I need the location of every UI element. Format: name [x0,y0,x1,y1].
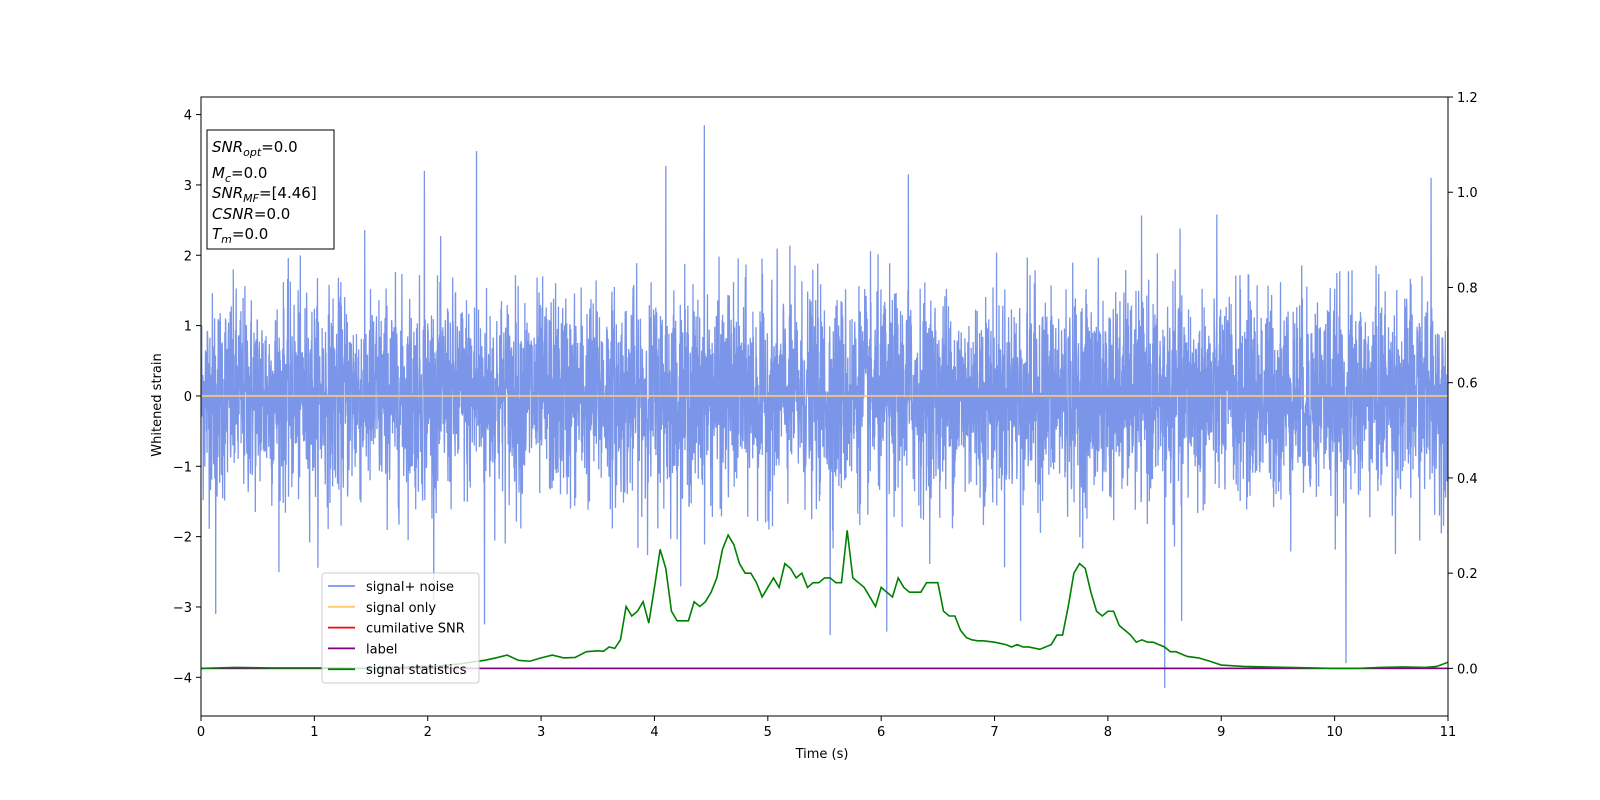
y2-tick-label: 0.0 [1457,662,1478,677]
info-box-frame [206,129,335,250]
x-axis-label: Time (s) [795,747,849,762]
y-tick-label: −3 [173,601,192,616]
y-tick-label: −1 [173,460,192,475]
y-axis-right: 0.0 0.2 0.4 0.6 0.8 1.0 1.2 [1448,91,1478,677]
y2-tick-label: 1.0 [1457,186,1478,201]
y2-tick-label: 0.4 [1457,472,1478,487]
legend: signal+ noise signal only cumilative SNR la… [321,572,480,684]
y2-tick-label: 0.8 [1457,281,1478,296]
legend-label: label [366,642,397,657]
x-tick-label: 3 [537,725,545,740]
x-tick-label: 7 [990,725,998,740]
legend-label: signal+ noise [366,580,454,595]
x-tick-label: 6 [877,725,885,740]
axes-frame [200,96,1449,717]
y-tick-label: 2 [184,249,192,264]
series-signal-noise [201,125,1448,688]
y2-tick-label: 0.2 [1457,567,1478,582]
y-axis-label: Whitened strain [150,353,165,456]
legend-label: cumilative SNR [366,622,465,637]
legend-label: signal statistics [366,663,467,678]
x-tick-label: 1 [310,725,318,740]
info-box-line: Mc=0.0 [212,164,267,185]
x-tick-label: 9 [1217,725,1225,740]
legend-label: signal only [366,601,436,616]
y2-tick-label: 0.6 [1457,377,1478,392]
x-tick-label: 11 [1440,725,1457,740]
info-box-line: Tm=0.0 [212,225,268,246]
x-tick-label: 4 [650,725,658,740]
y2-tick-label: 1.2 [1457,91,1478,106]
info-box-line: CSNR=0.0 [212,205,290,223]
y-tick-label: 0 [184,390,192,405]
x-tick-label: 0 [197,725,205,740]
x-tick-label: 5 [764,725,772,740]
series-signal-statistics [201,530,1448,670]
x-tick-label: 8 [1104,725,1112,740]
y-tick-label: −2 [173,531,192,546]
axes-border [200,96,1449,717]
info-box-line: SNRopt=0.0 [212,138,298,159]
x-axis: 0 1 2 3 4 5 6 7 8 9 10 11 [197,716,1456,740]
x-tick-label: 2 [424,725,432,740]
y-tick-label: 1 [184,320,192,335]
y-tick-label: 4 [184,109,192,124]
y-tick-label: 3 [184,179,192,194]
x-tick-label: 10 [1326,725,1343,740]
y-axis-left: −4 −3 −2 −1 0 1 2 3 4 [173,109,201,686]
legend-frame [321,572,480,684]
info-box-line: SNRMF=[4.46] [212,184,317,205]
y-tick-label: −4 [173,671,192,686]
